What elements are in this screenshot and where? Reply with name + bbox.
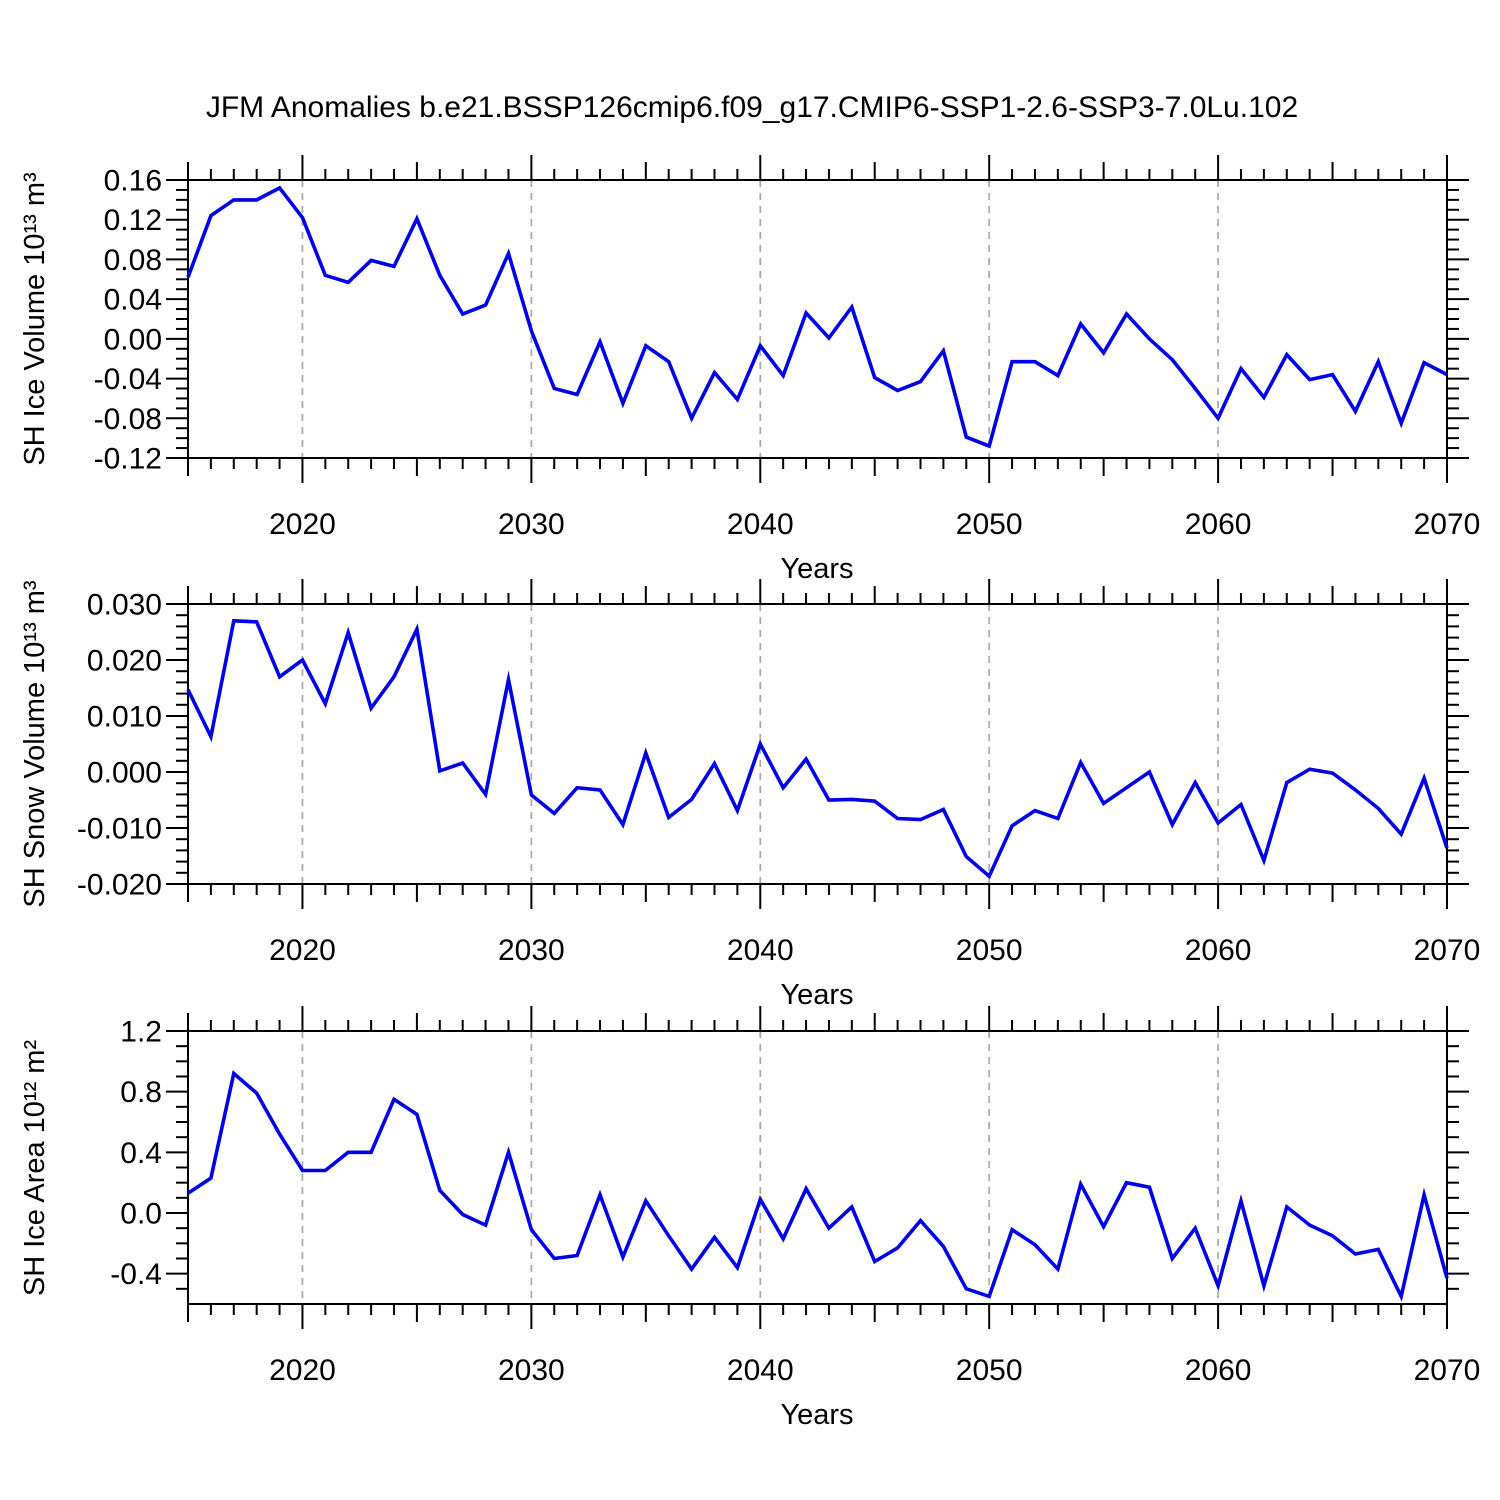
- x-tick-label: 2030: [498, 934, 565, 967]
- x-axis-label-panel3: Years: [780, 1399, 853, 1431]
- data-line-sh-ice-area: [187, 1070, 1449, 1302]
- x-tick-label: 2060: [1185, 1354, 1252, 1387]
- y-tick-label: 0.16: [104, 165, 162, 198]
- y-tick-label: -0.12: [94, 443, 162, 476]
- x-tick-label: 2070: [1414, 508, 1481, 541]
- x-tick-label: 2030: [498, 508, 565, 541]
- y-tick-label: -0.010: [77, 813, 162, 846]
- y-axis-label-ice-area: SH Ice Area 10¹² m²: [19, 1040, 51, 1297]
- y-tick-label: 0.0: [120, 1198, 162, 1231]
- panel-sh-ice-area: 1.2 0.8 0.4 0.0 -0.4 2020 2030 2040 2050 2060 2070: [110, 1006, 1480, 1387]
- x-tick-label: 2040: [727, 508, 794, 541]
- y-tick-label: 0.00: [104, 323, 162, 356]
- plot-border: [187, 603, 1448, 885]
- y-axis-label-ice-volume: SH Ice Volume 10¹³ m³: [19, 172, 51, 466]
- plot-border: [187, 1030, 1448, 1305]
- y-tick-label: 1.2: [120, 1016, 162, 1049]
- y-tick-label: 0.010: [87, 701, 162, 734]
- x-tick-label: 2040: [727, 1354, 794, 1387]
- y-tick-label: 0.020: [87, 645, 162, 678]
- x-tick-label: 2060: [1185, 934, 1252, 967]
- x-tick-label: 2060: [1185, 508, 1252, 541]
- x-tick-label: 2040: [727, 934, 794, 967]
- plot-border: [187, 179, 1448, 459]
- x-tick-label: 2020: [269, 508, 336, 541]
- x-tick-label: 2050: [956, 934, 1023, 967]
- data-line-sh-ice-volume: [186, 185, 1448, 449]
- y-tick-label: -0.020: [77, 869, 162, 902]
- x-tick-label: 2020: [269, 1354, 336, 1387]
- y-tick-label: 0.08: [104, 244, 162, 277]
- data-line-sh-snow-volume: [186, 618, 1449, 880]
- x-tick-label: 2050: [956, 508, 1023, 541]
- x-tick-label: 2050: [956, 1354, 1023, 1387]
- y-tick-label: 0.04: [104, 284, 162, 317]
- x-tick-label: 2070: [1414, 1354, 1481, 1387]
- y-tick-label: -0.4: [110, 1258, 162, 1291]
- y-tick-label: -0.04: [94, 363, 162, 396]
- y-tick-label: 0.000: [87, 757, 162, 790]
- x-tick-label: 2070: [1414, 934, 1481, 967]
- x-tick-label: 2020: [269, 934, 336, 967]
- y-tick-label: 0.4: [120, 1137, 162, 1170]
- panels-group: 0.16 0.12 0.08 0.04 0.00 -0.04 -0.08 -0.12 2020 2…: [77, 155, 1480, 1387]
- x-tick-label: 2030: [498, 1354, 565, 1387]
- x-axis-label-panel2: Years: [780, 979, 853, 1011]
- y-tick-label: 0.12: [104, 204, 162, 237]
- x-axis-label-panel1: Years: [780, 553, 853, 585]
- y-axis-label-snow-volume: SH Snow Volume 10¹³ m³: [19, 580, 51, 908]
- y-tick-label: 0.8: [120, 1076, 162, 1109]
- y-tick-label: 0.030: [87, 589, 162, 622]
- panel-sh-ice-volume: 0.16 0.12 0.08 0.04 0.00 -0.04 -0.08 -0.12 2020 2…: [94, 155, 1481, 541]
- y-tick-label: -0.08: [94, 403, 162, 436]
- chart-title: JFM Anomalies b.e21.BSSP126cmip6.f09_g17…: [206, 91, 1298, 124]
- panel-sh-snow-volume: 0.030 0.020 0.010 0.000 -0.010 -0.020 2020 2030…: [77, 579, 1480, 967]
